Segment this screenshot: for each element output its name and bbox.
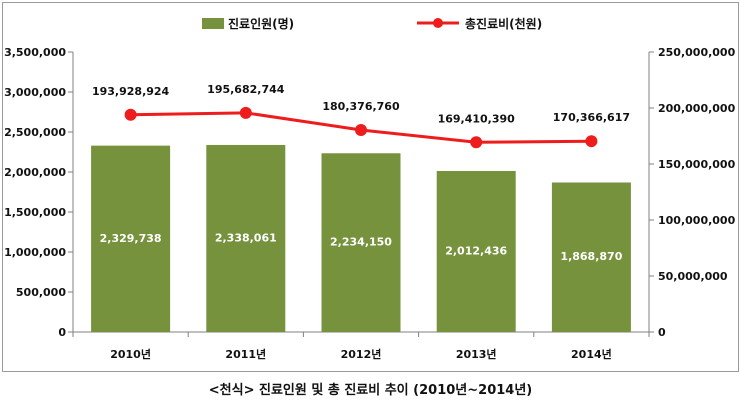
y-left-tick-label: 3,000,000 bbox=[4, 86, 66, 99]
y-right-tick-label: 200,000,000 bbox=[658, 102, 736, 115]
y-right-tick-label: 0 bbox=[658, 326, 666, 339]
y-left-tick-label: 3,500,000 bbox=[4, 46, 66, 59]
y-left-tick-label: 2,000,000 bbox=[4, 166, 66, 179]
bar bbox=[321, 153, 401, 332]
line-data-label: 170,366,617 bbox=[553, 111, 630, 124]
bar bbox=[91, 145, 171, 332]
line-point bbox=[355, 123, 367, 136]
line-data-label: 180,376,760 bbox=[322, 100, 400, 113]
bar bbox=[551, 182, 631, 332]
y-right-tick-label: 150,000,000 bbox=[658, 158, 736, 171]
y-right-tick-label: 100,000,000 bbox=[658, 214, 736, 227]
x-tick-label: 2012년 bbox=[341, 347, 382, 361]
bar-data-label: 1,868,870 bbox=[560, 250, 622, 263]
x-tick-label: 2013년 bbox=[456, 347, 497, 361]
legend-label-bar: 진료인원(명) bbox=[228, 16, 294, 31]
line-data-label: 193,928,924 bbox=[92, 85, 170, 98]
bar bbox=[436, 171, 516, 332]
chart-svg: 0 500,000 1,000,000 1,500,000 2,000,000 2,500… bbox=[4, 16, 736, 361]
x-tick-label: 2011년 bbox=[225, 347, 266, 361]
line-point bbox=[470, 136, 483, 149]
bar bbox=[206, 144, 286, 332]
y-right-tick-label: 250,000,000 bbox=[658, 46, 736, 59]
bar-data-label: 2,012,436 bbox=[445, 245, 507, 258]
y-left-tick-label: 1,500,000 bbox=[4, 206, 66, 219]
chart-caption: <천식> 진료인원 및 총 진료비 추이 (2010년~2014년) bbox=[208, 383, 533, 398]
line-point bbox=[239, 106, 252, 119]
y-left-tick-label: 2,500,000 bbox=[4, 126, 66, 139]
legend-swatch-marker bbox=[433, 18, 443, 28]
y-right-tick-label: 50,000,000 bbox=[658, 270, 728, 283]
chart-frame: 0 500,000 1,000,000 1,500,000 2,000,000 2,500… bbox=[2, 2, 739, 372]
line-point bbox=[124, 108, 137, 121]
line-point bbox=[585, 135, 598, 148]
line-data-label: 169,410,390 bbox=[438, 112, 516, 125]
bar-data-label: 2,329,738 bbox=[100, 232, 162, 245]
bar-data-label: 2,338,061 bbox=[215, 231, 277, 244]
y-left-tick-label: 1,000,000 bbox=[4, 246, 66, 259]
y-left-tick-label: 0 bbox=[58, 326, 66, 339]
legend-label-line: 총진료비(천원) bbox=[465, 16, 542, 31]
x-tick-label: 2010년 bbox=[110, 347, 151, 361]
y-left-tick-label: 500,000 bbox=[16, 286, 66, 299]
line-data-label: 195,682,744 bbox=[207, 83, 285, 96]
x-tick-label: 2014년 bbox=[571, 347, 612, 361]
legend-swatch-bar bbox=[202, 18, 224, 29]
bar-data-label: 2,234,150 bbox=[330, 236, 392, 249]
